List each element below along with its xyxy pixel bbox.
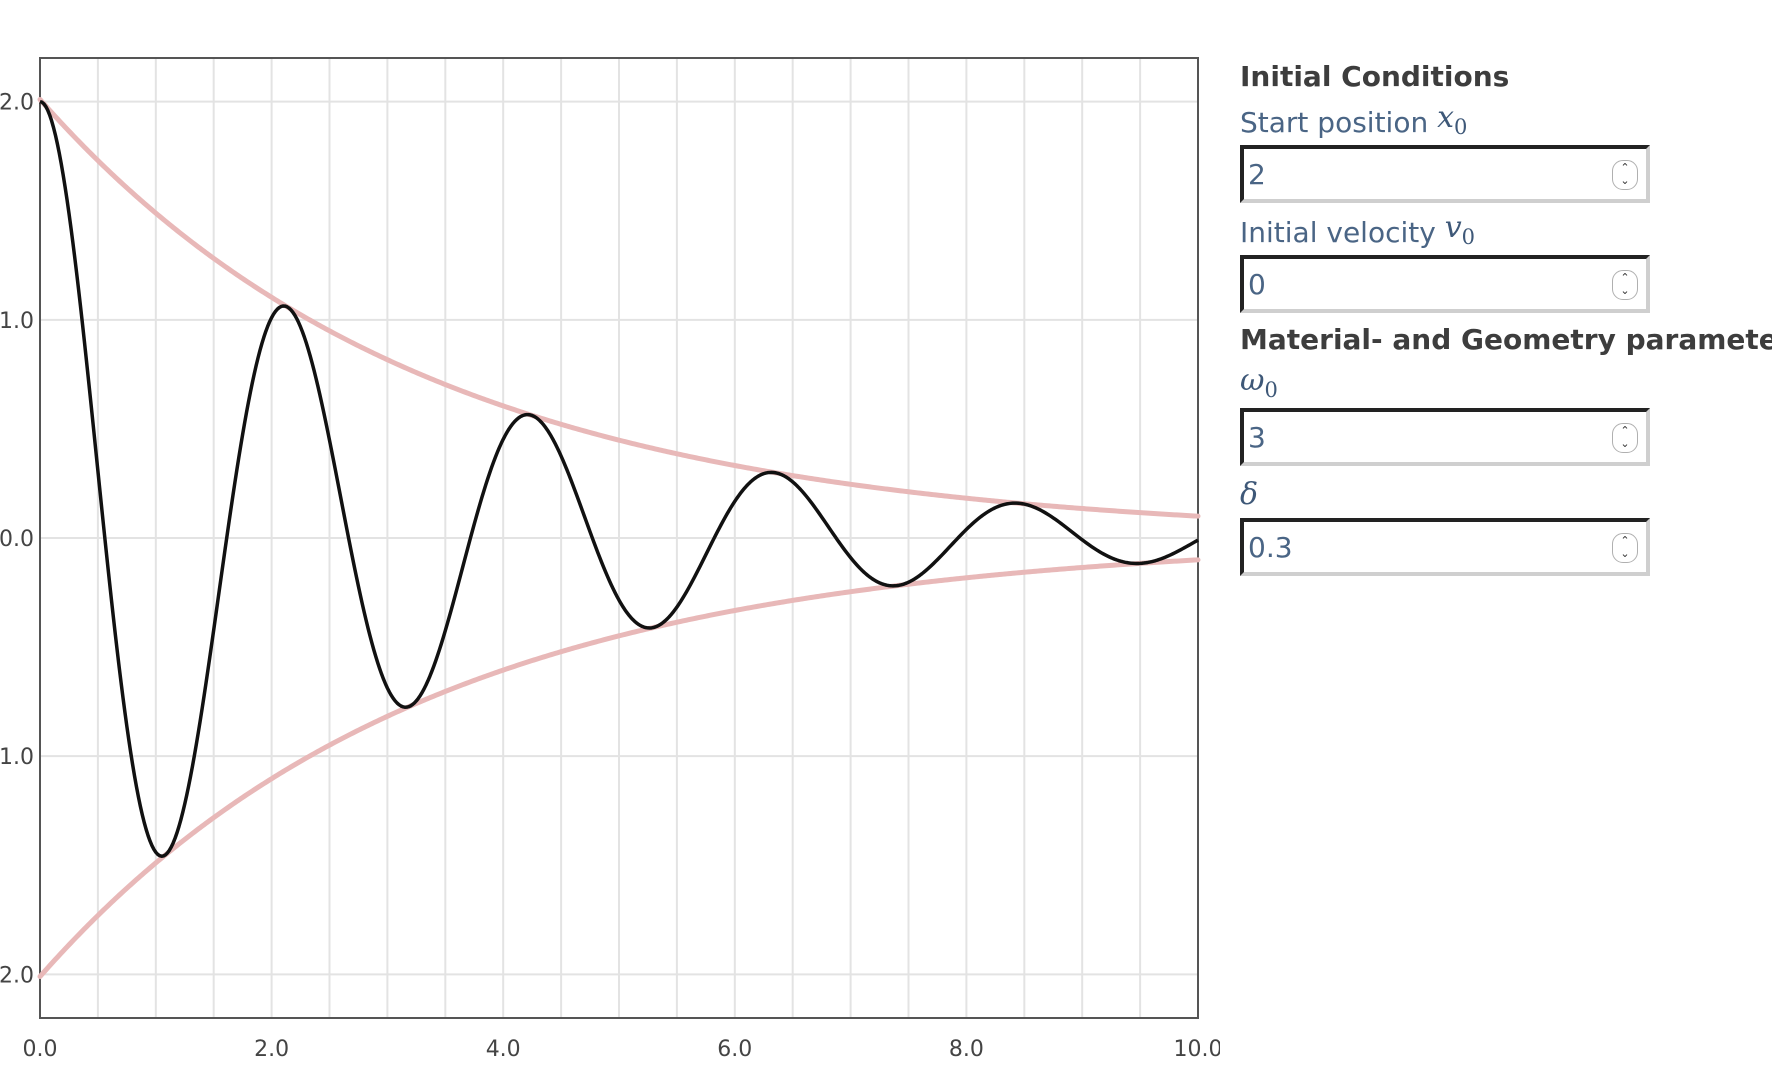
displacement-line <box>39 99 1199 858</box>
plot-frame <box>39 57 1199 1019</box>
initial-velocity-input[interactable] <box>1244 259 1578 309</box>
x-tick-label: 8.0 <box>949 1037 984 1062</box>
delta-field[interactable]: ⌃⌄ <box>1240 518 1650 576</box>
delta-label: δ <box>1240 476 1760 512</box>
initial-velocity-label: Initial velocity v0 <box>1240 210 1760 249</box>
material-geometry-heading: Material- and Geometry parameters <box>1240 323 1772 356</box>
x-tick-label: 0.0 <box>23 1037 58 1062</box>
x-tick-label: 2.0 <box>254 1037 289 1062</box>
start-position-text: Start position <box>1240 106 1429 139</box>
x-axis-ticks: 0.0 2.0 4.0 6.0 8.0 10.0 <box>23 1037 1221 1062</box>
x0-symbol: x0 <box>1437 100 1468 139</box>
start-position-input[interactable] <box>1244 149 1578 199</box>
y-tick-label: 2.0 <box>0 91 34 116</box>
envelope-curves <box>37 96 1201 980</box>
up-down-spinner-icon[interactable]: ⌃ ⌄ <box>1612 533 1638 563</box>
x-tick-label: 6.0 <box>717 1037 752 1062</box>
upper-envelope-line <box>37 96 1201 519</box>
y-tick-label: 1.0 <box>0 309 34 334</box>
y-tick-label: 2.0 <box>0 963 34 988</box>
omega0-field[interactable]: ⌃⌄ <box>1240 408 1650 466</box>
omega0-symbol: ω0 <box>1240 363 1278 402</box>
y-tick-label: 0.0 <box>0 527 34 552</box>
y-axis-ticks: 2.0 1.0 0.0 1.0 2.0 <box>0 91 34 989</box>
grid-lines <box>40 58 1198 1018</box>
delta-input[interactable] <box>1244 522 1578 572</box>
start-position-field[interactable]: ⌃⌄ <box>1240 145 1650 203</box>
up-down-spinner-icon[interactable]: ⌃ ⌄ <box>1612 270 1638 300</box>
omega0-label: ω0 <box>1240 363 1760 402</box>
initial-velocity-text: Initial velocity <box>1240 216 1436 249</box>
omega0-input[interactable] <box>1244 412 1578 462</box>
start-position-label: Start position x0 <box>1240 100 1760 139</box>
lower-envelope-line <box>37 557 1201 980</box>
x-tick-label: 10.0 <box>1174 1037 1220 1062</box>
up-down-spinner-icon[interactable]: ⌃ ⌄ <box>1612 423 1638 453</box>
initial-conditions-heading: Initial Conditions <box>1240 60 1510 93</box>
v0-symbol: v0 <box>1444 210 1476 249</box>
initial-velocity-field[interactable]: ⌃⌄ <box>1240 255 1650 313</box>
y-tick-label: 1.0 <box>0 745 34 770</box>
delta-symbol: δ <box>1240 477 1259 512</box>
damped-oscillation-chart: 0.0 2.0 4.0 6.0 8.0 10.0 2.0 1.0 0.0 1.0 2.0 <box>0 57 1221 1062</box>
parameter-panel: Initial Conditions Start position x0 ⌃⌄ … <box>1240 60 1772 586</box>
up-down-spinner-icon[interactable]: ⌃ ⌄ <box>1612 160 1638 190</box>
x-tick-label: 4.0 <box>486 1037 521 1062</box>
